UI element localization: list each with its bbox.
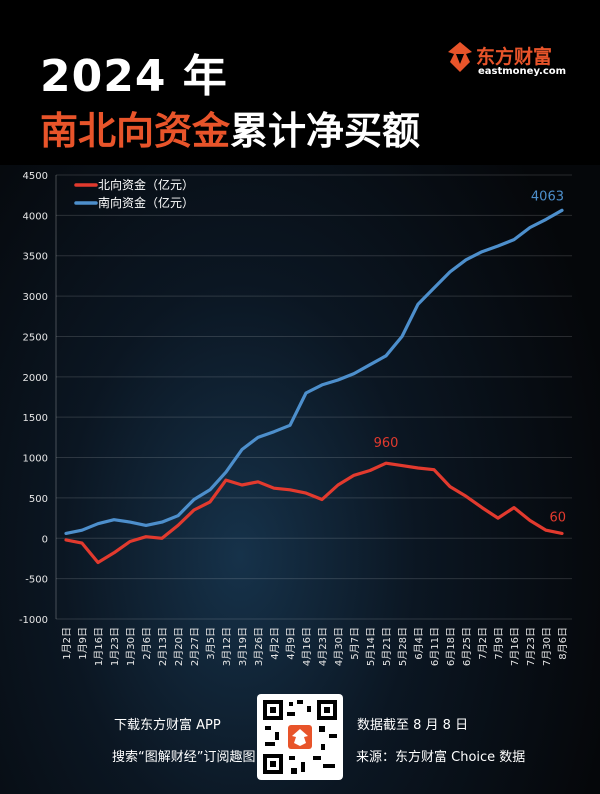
x-tick-label: 4月23日	[317, 627, 329, 666]
y-axis: -1000 -500 0 500 1000 1500 2000 2500 3000 3500 400…	[19, 171, 57, 626]
x-tick-label: 3月12日	[221, 627, 233, 666]
north-series-line	[64, 461, 564, 565]
x-tick-label: 3月26日	[253, 627, 265, 666]
brand-logo: 东方财富 eastmoney.com	[446, 40, 576, 80]
header: 2024 年 南北向资金累计净买额 东方财富 eastmoney.com	[0, 0, 600, 165]
x-tick-label: 7月23日	[525, 627, 537, 666]
x-tick-label: 1月30日	[125, 627, 137, 666]
x-tick-label: 3月19日	[237, 627, 249, 666]
legend: 北向资金（亿元） 南向资金（亿元）	[74, 177, 194, 210]
title-year: 2024 年	[40, 51, 228, 102]
y-tick-label: 3500	[23, 252, 48, 263]
x-tick-label: 3月5日	[205, 627, 217, 660]
x-tick-label: 7月30日	[541, 627, 553, 666]
y-tick-label: 0	[42, 534, 48, 545]
x-tick-label: 1月9日	[77, 627, 89, 660]
x-tick-label: 5月7日	[349, 627, 361, 660]
y-tick-label: 4500	[23, 171, 48, 182]
x-tick-label: 7月2日	[477, 627, 489, 660]
logo-name-en: eastmoney.com	[478, 66, 567, 77]
x-tick-label: 2月20日	[173, 627, 185, 666]
y-tick-label: 1000	[23, 454, 48, 465]
title-rest: 累计净买额	[230, 109, 421, 153]
data-labels: 4063 60 960	[374, 189, 566, 525]
south-series-line	[64, 208, 564, 535]
y-tick-label: 3000	[23, 292, 48, 303]
eastmoney-logo-icon	[448, 42, 472, 72]
x-tick-label: 5月28日	[397, 627, 409, 666]
qr-code[interactable]	[257, 694, 343, 780]
x-tick-label: 2月13日	[157, 627, 169, 666]
series-lines	[64, 208, 564, 565]
x-tick-label: 2月27日	[189, 627, 201, 666]
x-tick-label: 1月23日	[109, 627, 121, 666]
x-tick-label: 1月16日	[93, 627, 105, 666]
x-tick-label: 7月9日	[493, 627, 505, 660]
y-tick-label: 2000	[23, 373, 48, 384]
chart: -1000 -500 0 500 1000 1500 2000 2500 3000 3500 400…	[19, 171, 572, 666]
y-tick-label: 2500	[23, 332, 48, 343]
x-tick-label: 7月16日	[509, 627, 521, 666]
logo-name-cn: 东方财富	[476, 46, 553, 68]
x-tick-label: 5月21日	[381, 627, 393, 666]
north-peak-label: 960	[374, 436, 399, 451]
x-tick-label: 4月2日	[269, 627, 281, 660]
page-title: 南北向资金累计净买额	[40, 100, 420, 155]
x-tick-label: 6月11日	[429, 627, 441, 666]
x-tick-label: 2月6日	[141, 627, 153, 660]
grid	[56, 174, 572, 620]
south-end-label: 4063	[531, 189, 564, 204]
legend-label: 北向资金（亿元）	[98, 177, 194, 192]
north-end-label: 60	[549, 510, 566, 525]
source-text: 来源：东方财富 Choice 数据	[356, 750, 526, 765]
y-tick-label: -1000	[19, 615, 48, 626]
x-tick-label: 8月6日	[557, 627, 569, 660]
x-tick-label: 6月18日	[445, 627, 457, 666]
x-tick-label: 4月30日	[333, 627, 345, 666]
qr-code-icon	[263, 700, 337, 774]
footer: 下载东方财富 APP 搜索“图解财经”订阅趣图 数据截至 8 月 8 日 来源：…	[0, 690, 600, 794]
x-tick-label: 6月4日	[413, 627, 425, 660]
data-cutoff-text: 数据截至 8 月 8 日	[357, 718, 469, 733]
x-axis: 1月2日 1月9日 1月16日 1月23日 1月30日 2月6日 2月13日 2月20日 2月2…	[61, 627, 569, 666]
title-highlight: 南北向资金	[40, 109, 231, 153]
y-tick-label: 1500	[23, 413, 48, 424]
x-tick-label: 6月25日	[461, 627, 473, 666]
legend-label: 南向资金（亿元）	[98, 195, 194, 210]
y-tick-label: -500	[25, 575, 48, 586]
x-tick-label: 1月2日	[61, 627, 73, 660]
x-tick-label: 5月14日	[365, 627, 377, 666]
x-tick-label: 4月16日	[301, 627, 313, 666]
download-app-text: 下载东方财富 APP	[114, 718, 221, 733]
y-tick-label: 500	[29, 494, 48, 505]
y-tick-label: 4000	[23, 211, 48, 222]
subscribe-text: 搜索“图解财经”订阅趣图	[112, 750, 256, 765]
x-tick-label: 4月9日	[285, 627, 297, 660]
